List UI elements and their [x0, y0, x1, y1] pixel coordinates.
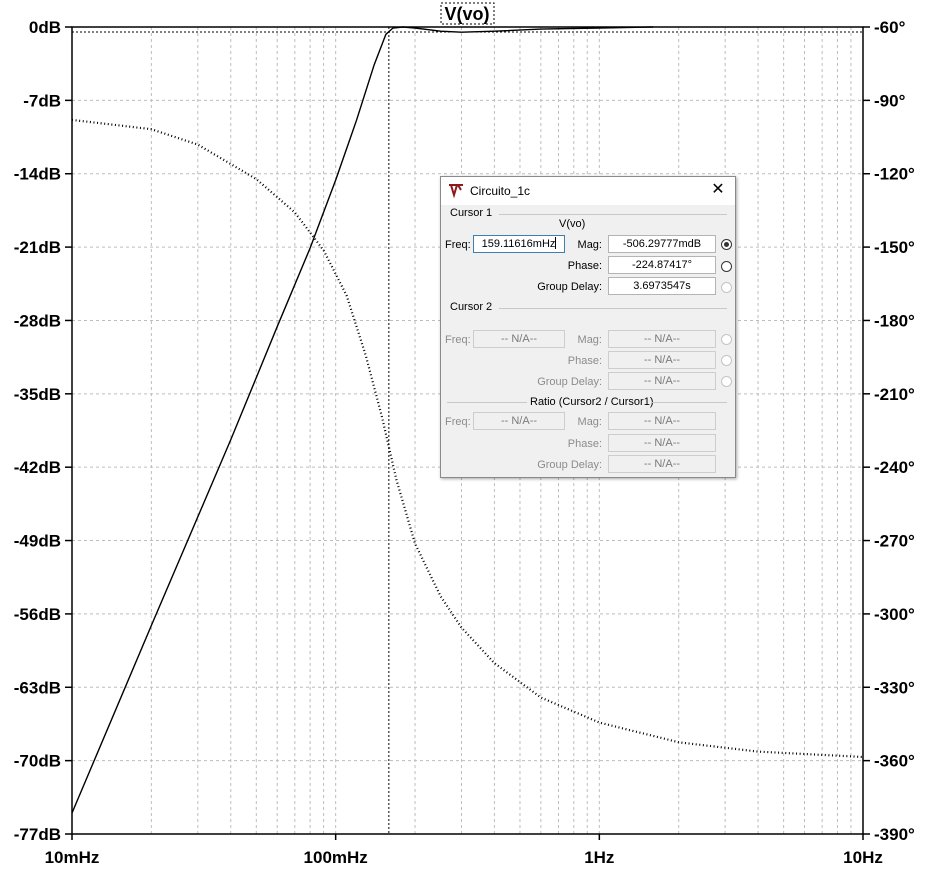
- cursor2-mag-field[interactable]: -- N/A--: [608, 330, 716, 348]
- cursor1-phase-radio[interactable]: [721, 261, 732, 272]
- ltspice-icon: [449, 184, 463, 198]
- cursor2-phase-label: Phase:: [567, 355, 602, 367]
- cursor1-mag-value: -506.29777mdB: [622, 238, 702, 250]
- left-tick-label: -21dB: [14, 238, 61, 257]
- cursor2-mag-radio[interactable]: [721, 334, 732, 345]
- cursor2-freq-field[interactable]: -- N/A--: [473, 330, 565, 348]
- cursor1-mag-label: Mag:: [577, 239, 602, 251]
- cursor1-group-delay-field[interactable]: 3.6973547s: [608, 277, 716, 295]
- ratio-phase-field[interactable]: -- N/A--: [608, 434, 716, 452]
- trace-title: V(vo): [445, 4, 490, 24]
- cursor2-group-delay-value: -- N/A--: [643, 375, 681, 387]
- left-tick-label: -28dB: [14, 311, 61, 330]
- ratio-divider-right: [651, 402, 727, 403]
- cursor1-group-divider: [499, 214, 727, 215]
- cursor1-phase-field[interactable]: -224.87417°: [608, 256, 716, 274]
- text-caret: [555, 237, 557, 249]
- ratio-group-delay-field[interactable]: -- N/A--: [608, 455, 716, 473]
- right-tick-label: -60°: [874, 18, 906, 37]
- ratio-group-delay-label: Group Delay:: [537, 459, 602, 471]
- left-axis: 0dB -7dB -14dB -21dB -28dB -35dB -42dB -49dB -56…: [14, 18, 72, 844]
- left-tick-label: -56dB: [14, 605, 61, 624]
- left-tick-label: -63dB: [14, 678, 61, 697]
- right-tick-label: -270°: [874, 532, 915, 551]
- ratio-mag-label: Mag:: [577, 416, 602, 428]
- ratio-phase-value: -- N/A--: [643, 437, 681, 449]
- right-axis: -60° -90° -120° -150° -180° -210° -240° -270° -3…: [863, 18, 915, 844]
- right-tick-label: -240°: [874, 458, 915, 477]
- cursor1-group-label: Cursor 1: [450, 207, 493, 219]
- cursor1-trace-name: V(vo): [559, 218, 586, 230]
- cursor2-group-delay-radio[interactable]: [721, 376, 732, 387]
- dialog-title-bar[interactable]: Circuito_1c ✕: [441, 177, 735, 205]
- left-tick-label: -42dB: [14, 458, 61, 477]
- cursor1-group-delay-radio[interactable]: [721, 282, 732, 293]
- right-tick-label: -360°: [874, 752, 915, 771]
- right-tick-label: -90°: [874, 91, 906, 110]
- cursor2-group-divider: [499, 308, 727, 309]
- right-tick-label: -390°: [874, 825, 915, 844]
- plot-frame: [71, 26, 864, 835]
- ratio-freq-field[interactable]: -- N/A--: [473, 412, 565, 430]
- cursor2-phase-field[interactable]: -- N/A--: [608, 351, 716, 369]
- cursor-dialog: Circuito_1c ✕ Cursor 1 V(vo) Freq: 159.1…: [440, 176, 736, 478]
- bottom-tick-label: 10mHz: [45, 848, 100, 867]
- bottom-axis: 10mHz 100mHz 1Hz 10Hz: [45, 834, 883, 867]
- left-tick-label: -49dB: [14, 532, 61, 551]
- cursor2-freq-label: Freq:: [445, 334, 471, 346]
- traces: [71, 26, 864, 814]
- bottom-tick-label: 10Hz: [843, 848, 883, 867]
- left-tick-label: -70dB: [14, 752, 61, 771]
- cursor2-group-label: Cursor 2: [450, 301, 493, 313]
- cursor1-freq-label: Freq:: [445, 239, 471, 251]
- cursor1-phase-label: Phase:: [567, 260, 602, 272]
- phase-trace: [71, 118, 864, 759]
- ratio-group-delay-value: -- N/A--: [643, 458, 681, 470]
- magnitude-trace: [71, 26, 654, 814]
- left-tick-label: -14dB: [14, 165, 61, 184]
- cursor1-freq-field[interactable]: 159.11616mHz: [473, 235, 565, 253]
- bottom-tick-label: 1Hz: [584, 848, 614, 867]
- bottom-tick-label: 100mHz: [304, 848, 368, 867]
- cursor1-phase-value: -224.87417°: [631, 259, 693, 271]
- cursor1-group-delay-value: 3.6973547s: [633, 280, 691, 292]
- ratio-phase-label: Phase:: [567, 438, 602, 450]
- ratio-divider-left: [447, 402, 527, 403]
- right-tick-label: -210°: [874, 385, 915, 404]
- cursor-lines: [72, 27, 863, 834]
- cursor2-group-delay-field[interactable]: -- N/A--: [608, 372, 716, 390]
- cursor2-mag-value: -- N/A--: [643, 333, 681, 345]
- left-tick-label: 0dB: [29, 18, 61, 37]
- right-tick-label: -180°: [874, 311, 915, 330]
- left-tick-label: -35dB: [14, 385, 61, 404]
- cursor2-freq-value: -- N/A--: [500, 333, 538, 345]
- ratio-mag-field[interactable]: -- N/A--: [608, 412, 716, 430]
- cursor1-freq-value: 159.11616mHz: [481, 238, 556, 250]
- dialog-title: Circuito_1c: [470, 184, 531, 198]
- cursor1-group-delay-label: Group Delay:: [537, 281, 602, 293]
- cursor1-mag-field[interactable]: -506.29777mdB: [608, 235, 716, 253]
- cursor2-phase-value: -- N/A--: [643, 354, 681, 366]
- ratio-freq-value: -- N/A--: [500, 415, 538, 427]
- ratio-mag-value: -- N/A--: [643, 415, 681, 427]
- right-tick-label: -300°: [874, 605, 915, 624]
- ratio-freq-label: Freq:: [445, 416, 471, 428]
- left-tick-label: -7dB: [23, 91, 61, 110]
- close-icon[interactable]: ✕: [711, 181, 725, 198]
- right-tick-label: -150°: [874, 238, 915, 257]
- cursor2-phase-radio[interactable]: [721, 355, 732, 366]
- right-tick-label: -120°: [874, 165, 915, 184]
- cursor1-mag-radio[interactable]: [721, 239, 732, 250]
- ratio-group-label: Ratio (Cursor2 / Cursor1): [530, 396, 654, 408]
- left-tick-label: -77dB: [14, 825, 61, 844]
- cursor2-mag-label: Mag:: [577, 334, 602, 346]
- right-tick-label: -330°: [874, 678, 915, 697]
- cursor2-group-delay-label: Group Delay:: [537, 376, 602, 388]
- trace-title-box: [440, 2, 495, 25]
